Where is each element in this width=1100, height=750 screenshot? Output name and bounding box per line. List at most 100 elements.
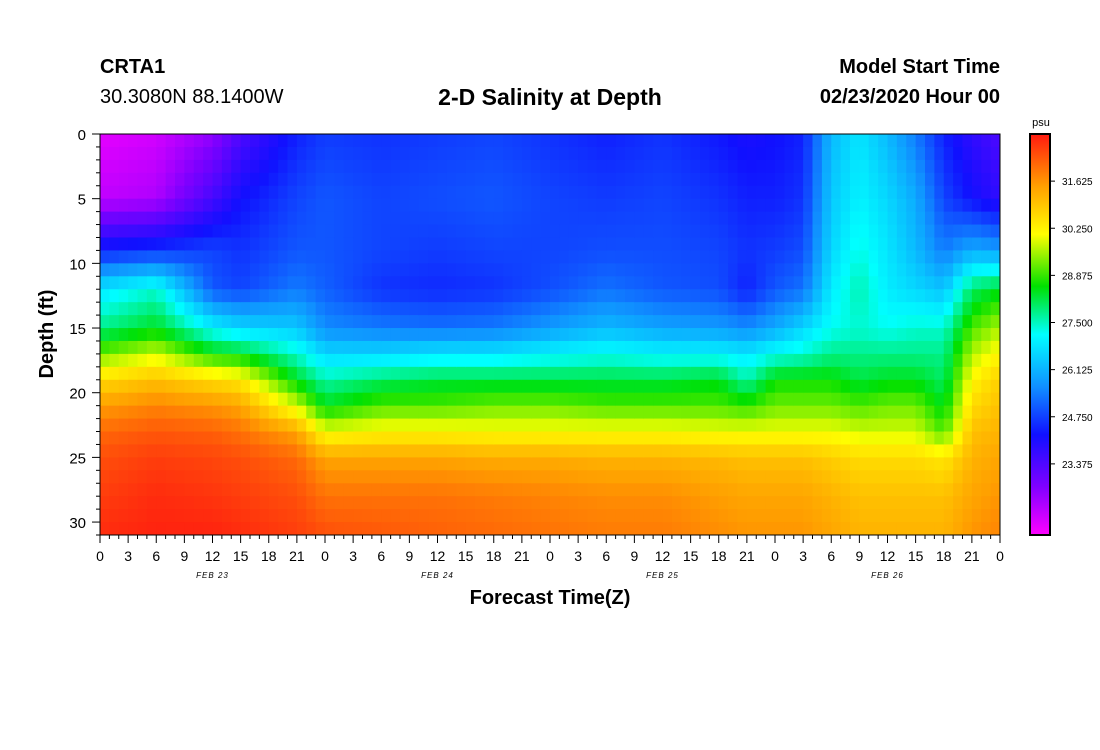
heatmap-cell: [221, 483, 232, 497]
heatmap-cell: [756, 159, 767, 174]
heatmap-cell: [240, 159, 251, 174]
heatmap-cell: [428, 340, 439, 355]
heatmap-cell: [268, 159, 279, 174]
heatmap-cell: [925, 211, 935, 226]
heatmap-cell: [934, 470, 945, 484]
heatmap-cell: [118, 522, 129, 535]
heatmap-cell: [700, 211, 710, 226]
heatmap-cell: [325, 172, 335, 187]
heatmap-cell: [193, 159, 204, 174]
heatmap-cell: [793, 276, 804, 290]
heatmap-cell: [681, 302, 692, 316]
heatmap-cell: [887, 353, 898, 368]
heatmap-cell: [896, 224, 907, 239]
heatmap-cell: [109, 431, 120, 446]
heatmap-cell: [606, 366, 617, 381]
heatmap-cell: [728, 250, 739, 264]
heatmap-cell: [700, 457, 710, 471]
heatmap-cell: [962, 470, 973, 484]
heatmap-cell: [137, 405, 148, 420]
heatmap-cell: [521, 211, 532, 226]
heatmap-cell: [353, 302, 364, 316]
heatmap-cell: [381, 470, 392, 484]
heatmap-cell: [268, 250, 279, 264]
heatmap-cell: [306, 250, 317, 264]
heatmap-cell: [175, 172, 185, 187]
x-tick-label: 3: [349, 548, 357, 564]
heatmap-cell: [221, 172, 232, 187]
heatmap-cell: [634, 302, 645, 316]
heatmap-cell: [184, 522, 195, 535]
heatmap-cell: [793, 263, 804, 277]
heatmap-cell: [728, 444, 739, 458]
heatmap-cell: [587, 328, 598, 342]
heatmap-cell: [596, 211, 607, 226]
heatmap-cell: [428, 134, 439, 148]
heatmap-cell: [109, 483, 120, 497]
heatmap-cell: [212, 418, 223, 433]
heatmap-cell: [531, 470, 542, 484]
heatmap-cell: [353, 276, 364, 290]
heatmap-cell: [906, 250, 917, 264]
heatmap-cell: [287, 263, 298, 277]
heatmap-cell: [606, 328, 617, 342]
heatmap-cell: [484, 250, 495, 264]
heatmap-cell: [475, 509, 485, 523]
heatmap-cell: [287, 457, 298, 471]
heatmap-cell: [231, 496, 242, 510]
heatmap-cell: [278, 224, 289, 239]
heatmap-cell: [362, 457, 373, 471]
heatmap-cell: [896, 328, 907, 342]
heatmap-cell: [625, 250, 635, 264]
heatmap-cell: [756, 509, 767, 523]
heatmap-cell: [643, 263, 654, 277]
heatmap-cell: [353, 496, 364, 510]
heatmap-cell: [353, 289, 364, 303]
heatmap-cell: [203, 483, 214, 497]
heatmap-cell: [540, 522, 551, 535]
heatmap-cell: [812, 224, 823, 239]
heatmap-cell: [296, 198, 307, 213]
heatmap-cell: [531, 159, 542, 174]
heatmap-cell: [840, 353, 851, 368]
heatmap-cells: [100, 134, 1000, 535]
heatmap-cell: [240, 457, 251, 471]
heatmap-cell: [381, 198, 392, 213]
heatmap-cell: [503, 198, 514, 213]
heatmap-cell: [559, 457, 570, 471]
heatmap-cell: [428, 198, 439, 213]
heatmap-cell: [503, 302, 514, 316]
heatmap-cell: [259, 392, 270, 407]
heatmap-cell: [943, 289, 954, 303]
heatmap-cell: [381, 496, 392, 510]
heatmap-cell: [362, 470, 373, 484]
heatmap-cell: [175, 470, 185, 484]
heatmap-cell: [831, 379, 842, 394]
heatmap-cell: [362, 366, 373, 381]
heatmap-cell: [146, 366, 157, 381]
heatmap-cell: [371, 250, 382, 264]
heatmap-cell: [231, 146, 242, 161]
heatmap-cell: [175, 315, 185, 329]
heatmap-cell: [437, 237, 448, 252]
heatmap-cell: [428, 379, 439, 394]
heatmap-cell: [803, 340, 814, 355]
heatmap-cell: [765, 237, 776, 252]
heatmap-cell: [625, 198, 635, 213]
heatmap-cell: [709, 444, 720, 458]
heatmap-cell: [268, 418, 279, 433]
heatmap-cell: [437, 444, 448, 458]
heatmap-cell: [643, 237, 654, 252]
heatmap-cell: [859, 224, 870, 239]
heatmap-cell: [859, 237, 870, 252]
heatmap-cell: [446, 211, 457, 226]
heatmap-cell: [587, 496, 598, 510]
heatmap-cell: [831, 134, 842, 148]
heatmap-cell: [184, 418, 195, 433]
heatmap-cell: [709, 496, 720, 510]
heatmap-cell: [690, 457, 701, 471]
heatmap-cell: [878, 457, 889, 471]
heatmap-cell: [971, 405, 982, 420]
heatmap-cell: [784, 470, 795, 484]
